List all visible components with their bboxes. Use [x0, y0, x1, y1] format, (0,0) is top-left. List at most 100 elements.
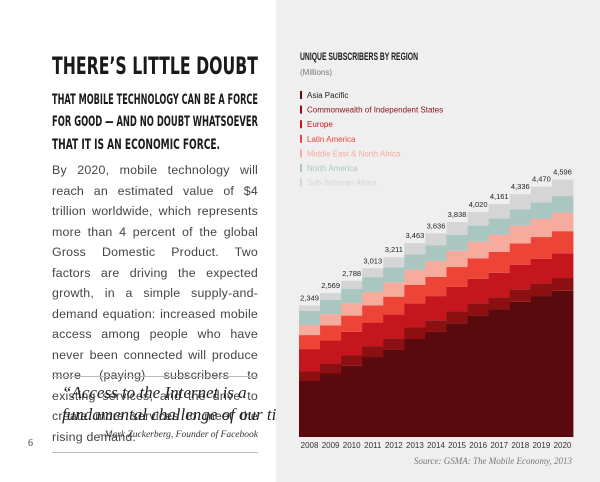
segment — [488, 251, 511, 273]
x-tick-label: 2017 — [490, 441, 508, 450]
segment — [383, 349, 405, 437]
segment — [551, 278, 574, 291]
total-label: 3,636 — [427, 221, 446, 230]
segment — [320, 363, 342, 374]
segment — [467, 278, 490, 304]
segment — [551, 196, 574, 213]
segment — [299, 325, 321, 336]
segment — [425, 261, 447, 277]
segment — [383, 282, 405, 297]
legend-label: Asia Pacific — [307, 91, 348, 100]
segment — [383, 338, 405, 350]
legend-label: Sub-Saharan Africa — [307, 179, 377, 188]
segment — [299, 305, 321, 311]
segment — [509, 243, 532, 265]
segment — [509, 194, 532, 210]
segment — [404, 339, 426, 437]
quote-line: fundamental challenge of our time.” — [62, 404, 310, 424]
legend-label: Commonwealth of Independent States — [307, 106, 443, 115]
segment — [320, 293, 342, 300]
segment — [509, 225, 532, 244]
total-label: 2,788 — [342, 269, 361, 278]
segment — [362, 277, 384, 293]
segment — [362, 268, 384, 278]
segment — [320, 299, 342, 315]
total-label: 3,013 — [363, 256, 382, 265]
segment — [425, 296, 447, 321]
legend-label: Latin America — [307, 135, 356, 144]
x-tick-label: 2013 — [406, 441, 424, 450]
segment — [509, 301, 532, 437]
legend-swatch — [300, 134, 302, 143]
source: Source: GSMA: The Mobile Economy, 2013 — [414, 456, 573, 466]
segment — [362, 322, 384, 347]
legend-swatch — [300, 105, 302, 114]
segment — [488, 272, 511, 298]
segment — [551, 231, 574, 254]
heading-line: THAT IT IS AN ECONOMIC FORCE. — [52, 137, 220, 153]
segment — [362, 305, 384, 323]
segment — [341, 303, 363, 316]
segment — [404, 254, 426, 270]
segment — [530, 258, 553, 284]
x-tick-label: 2016 — [469, 441, 487, 450]
page-number: 6 — [28, 438, 33, 449]
segment — [551, 290, 574, 437]
segment — [362, 292, 384, 306]
x-tick-label: 2019 — [532, 441, 550, 450]
segment — [509, 264, 532, 290]
segment — [467, 211, 490, 226]
segment — [488, 309, 511, 437]
segment — [299, 381, 321, 437]
total-label: 2,569 — [321, 281, 340, 290]
segment — [467, 225, 490, 242]
total-label: 4,020 — [469, 200, 488, 209]
legend-label: Middle East & North Africa — [307, 149, 401, 158]
segment — [446, 286, 469, 312]
segment — [425, 245, 447, 262]
segment — [509, 289, 532, 302]
segment — [320, 314, 342, 326]
segment — [530, 186, 553, 203]
legend-swatch — [300, 120, 302, 129]
segment — [341, 331, 363, 356]
heading-line: THERE’S LITTLE DOUBT — [52, 52, 258, 80]
segment — [404, 303, 426, 328]
segment — [425, 233, 447, 246]
total-label: 3,463 — [406, 231, 425, 240]
segment — [299, 311, 321, 325]
x-tick-label: 2020 — [554, 441, 572, 450]
segment — [425, 276, 447, 297]
segment — [446, 222, 469, 235]
x-tick-label: 2008 — [301, 441, 319, 450]
segment — [488, 218, 511, 235]
legend-label: Europe — [307, 120, 333, 129]
total-label: 3,211 — [385, 245, 403, 254]
segment — [446, 311, 469, 324]
total-label: 4,161 — [490, 192, 509, 201]
attribution: - Mark Zuckerberg, Founder of Facebook — [99, 430, 258, 440]
segment — [383, 296, 405, 315]
segment — [446, 267, 469, 287]
segment — [530, 237, 553, 259]
segment — [467, 241, 490, 259]
segment — [341, 365, 363, 437]
quote-line: “Access to the Internet is a — [62, 383, 247, 402]
heading-line: THAT MOBILE TECHNOLOGY CAN BE A FORCE — [52, 92, 258, 108]
segment — [341, 280, 363, 289]
segment — [551, 253, 574, 279]
total-label: 4,596 — [553, 168, 572, 177]
segment — [530, 283, 553, 297]
x-tick-label: 2014 — [427, 441, 445, 450]
segment — [551, 179, 574, 197]
segment — [404, 327, 426, 339]
body-text: By 2020, mobile technology will reach an… — [52, 163, 258, 444]
segment — [530, 296, 553, 437]
segment — [404, 284, 426, 304]
segment — [362, 357, 384, 437]
x-tick-label: 2015 — [448, 441, 466, 450]
x-tick-label: 2009 — [322, 441, 340, 450]
total-label: 4,336 — [511, 182, 530, 191]
segment — [446, 323, 469, 437]
